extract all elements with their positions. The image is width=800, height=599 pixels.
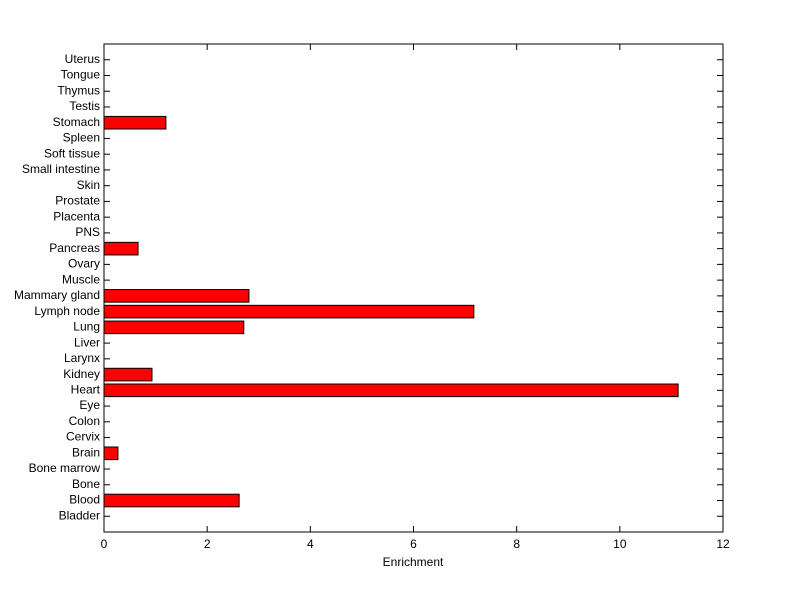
bar — [103, 320, 245, 335]
plot-frame — [103, 43, 724, 533]
x-tick-label: 2 — [204, 537, 211, 551]
y-tick-label: Bladder — [59, 508, 100, 522]
y-tick-label: Kidney — [63, 367, 100, 381]
y-tick-label: Small intestine — [22, 162, 100, 176]
bar — [103, 289, 250, 303]
y-tick-label: Heart — [71, 382, 101, 396]
y-tick-label: Muscle — [62, 272, 100, 286]
y-tick-label: Brain — [72, 445, 100, 459]
y-tick-label: Soft tissue — [44, 146, 100, 160]
y-tick-label: Larynx — [64, 351, 100, 365]
x-tick-label: 8 — [513, 537, 520, 551]
y-tick-label: Stomach — [53, 115, 100, 129]
bar — [103, 367, 153, 382]
bar — [103, 304, 475, 319]
bar — [103, 493, 240, 508]
y-tick-label: Lung — [73, 320, 100, 334]
y-tick-label: Thymus — [57, 83, 100, 97]
x-tick-label: 12 — [716, 537, 730, 551]
y-tick-label: Liver — [74, 335, 100, 349]
x-tick-label: 4 — [307, 537, 314, 551]
y-tick-label: Tongue — [61, 68, 101, 82]
y-tick-label: Pancreas — [49, 241, 100, 255]
y-tick-label: Uterus — [65, 52, 100, 66]
y-tick-label: Lymph node — [34, 304, 100, 318]
bar — [103, 115, 167, 130]
y-tick-label: Bone — [72, 477, 100, 491]
y-tick-label: Spleen — [63, 131, 100, 145]
y-tick-label: Skin — [77, 178, 100, 192]
y-tick-label: Ovary — [68, 257, 100, 271]
x-tick-label: 10 — [613, 537, 627, 551]
y-tick-label: Mammary gland — [14, 288, 100, 302]
bar — [103, 383, 679, 398]
y-tick-label: Prostate — [55, 194, 100, 208]
x-axis-label: Enrichment — [383, 555, 444, 569]
bar — [103, 241, 139, 256]
bar — [103, 446, 119, 461]
x-tick-label: 6 — [410, 537, 417, 551]
y-tick-label: Placenta — [53, 209, 100, 223]
y-tick-label: Bone marrow — [29, 461, 101, 475]
y-tick-label: Blood — [69, 493, 100, 507]
x-tick-label: 0 — [101, 537, 108, 551]
y-tick-label: Cervix — [66, 430, 100, 444]
y-tick-label: Testis — [69, 99, 100, 113]
y-tick-label: Eye — [79, 398, 100, 412]
y-tick-label: Colon — [69, 414, 100, 428]
y-tick-label: PNS — [75, 225, 100, 239]
